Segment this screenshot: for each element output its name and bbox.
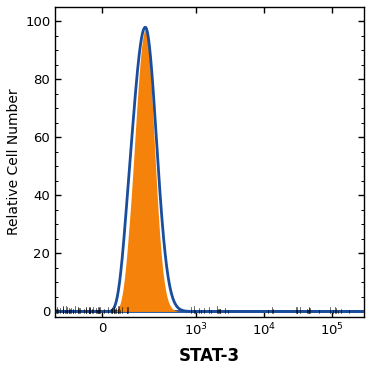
- X-axis label: STAT-3: STAT-3: [179, 347, 240, 365]
- Y-axis label: Relative Cell Number: Relative Cell Number: [7, 89, 21, 235]
